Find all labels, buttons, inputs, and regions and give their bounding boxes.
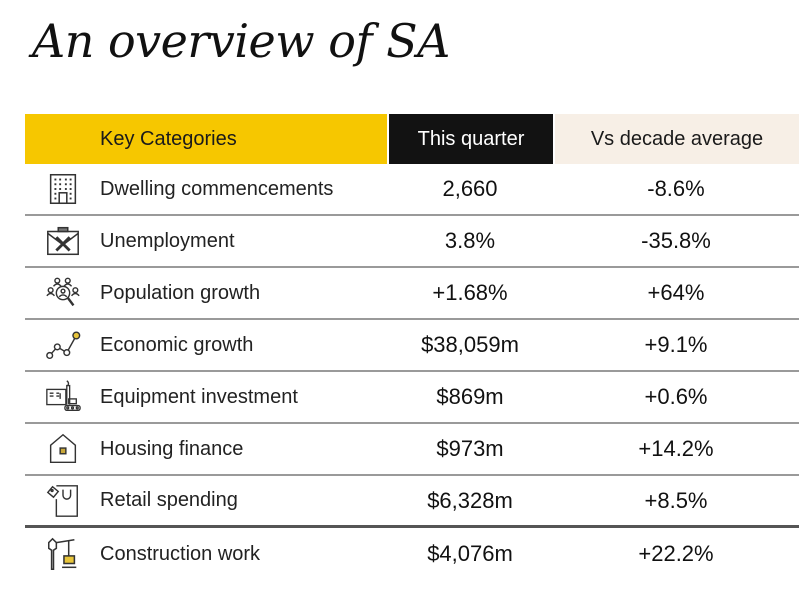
table-row: Equipment investment $869m +0.6% xyxy=(25,372,799,424)
category-label: Construction work xyxy=(100,542,261,565)
line-growth-icon xyxy=(25,326,100,364)
this-quarter-value: +1.68% xyxy=(432,280,508,305)
table-row: Unemployment 3.8% -35.8% xyxy=(25,216,799,268)
this-quarter-value: $4,076m xyxy=(427,541,513,566)
vs-decade-value: +0.6% xyxy=(644,384,708,409)
vs-decade-value: -8.6% xyxy=(647,176,705,201)
header-key-categories: Key Categories xyxy=(25,114,387,164)
factory-icon xyxy=(25,378,100,416)
table-row: Dwelling commencements 2,660 -8.6% xyxy=(25,164,799,216)
vs-decade-value: +14.2% xyxy=(638,436,714,461)
vs-decade-value: +8.5% xyxy=(644,487,708,513)
shopping-bag-tag-icon xyxy=(25,482,100,520)
category-label: Retail spending xyxy=(100,489,238,511)
category-label: Equipment investment xyxy=(100,385,298,408)
this-quarter-value: $869m xyxy=(436,384,504,409)
header-this-quarter: This quarter xyxy=(389,114,553,164)
category-label: Dwelling commencements xyxy=(100,177,334,200)
this-quarter-value: 2,660 xyxy=(442,176,498,201)
this-quarter-value: $973m xyxy=(436,436,504,461)
category-label: Economic growth xyxy=(100,333,254,356)
category-label: Population growth xyxy=(100,281,261,304)
vs-decade-value: +9.1% xyxy=(644,332,708,357)
house-icon xyxy=(25,430,100,468)
briefcase-x-icon xyxy=(25,222,100,260)
table-row: Construction work $4,076m +22.2% xyxy=(25,528,799,580)
this-quarter-value: $38,059m xyxy=(421,332,519,357)
building-icon xyxy=(25,170,100,208)
table-header: Key Categories This quarter Vs decade av… xyxy=(25,114,799,164)
table-row: Retail spending $6,328m +8.5% xyxy=(25,476,799,528)
page-title: An overview of SA xyxy=(32,14,450,68)
people-search-icon xyxy=(25,274,100,312)
this-quarter-value: $6,328m xyxy=(427,487,513,513)
category-label: Housing finance xyxy=(100,437,244,460)
vs-decade-value: -35.8% xyxy=(641,228,711,253)
category-label: Unemployment xyxy=(100,229,235,252)
this-quarter-value: 3.8% xyxy=(444,228,496,253)
table-row: Housing finance $973m +14.2% xyxy=(25,424,799,476)
table-row: Population growth +1.68% +64% xyxy=(25,268,799,320)
overview-table: Key Categories This quarter Vs decade av… xyxy=(25,114,799,580)
vs-decade-value: +64% xyxy=(647,280,705,305)
table-row: Economic growth $38,059m +9.1% xyxy=(25,320,799,372)
vs-decade-value: +22.2% xyxy=(638,541,714,566)
crane-icon xyxy=(25,535,100,573)
header-vs-decade-average: Vs decade average xyxy=(555,114,799,164)
